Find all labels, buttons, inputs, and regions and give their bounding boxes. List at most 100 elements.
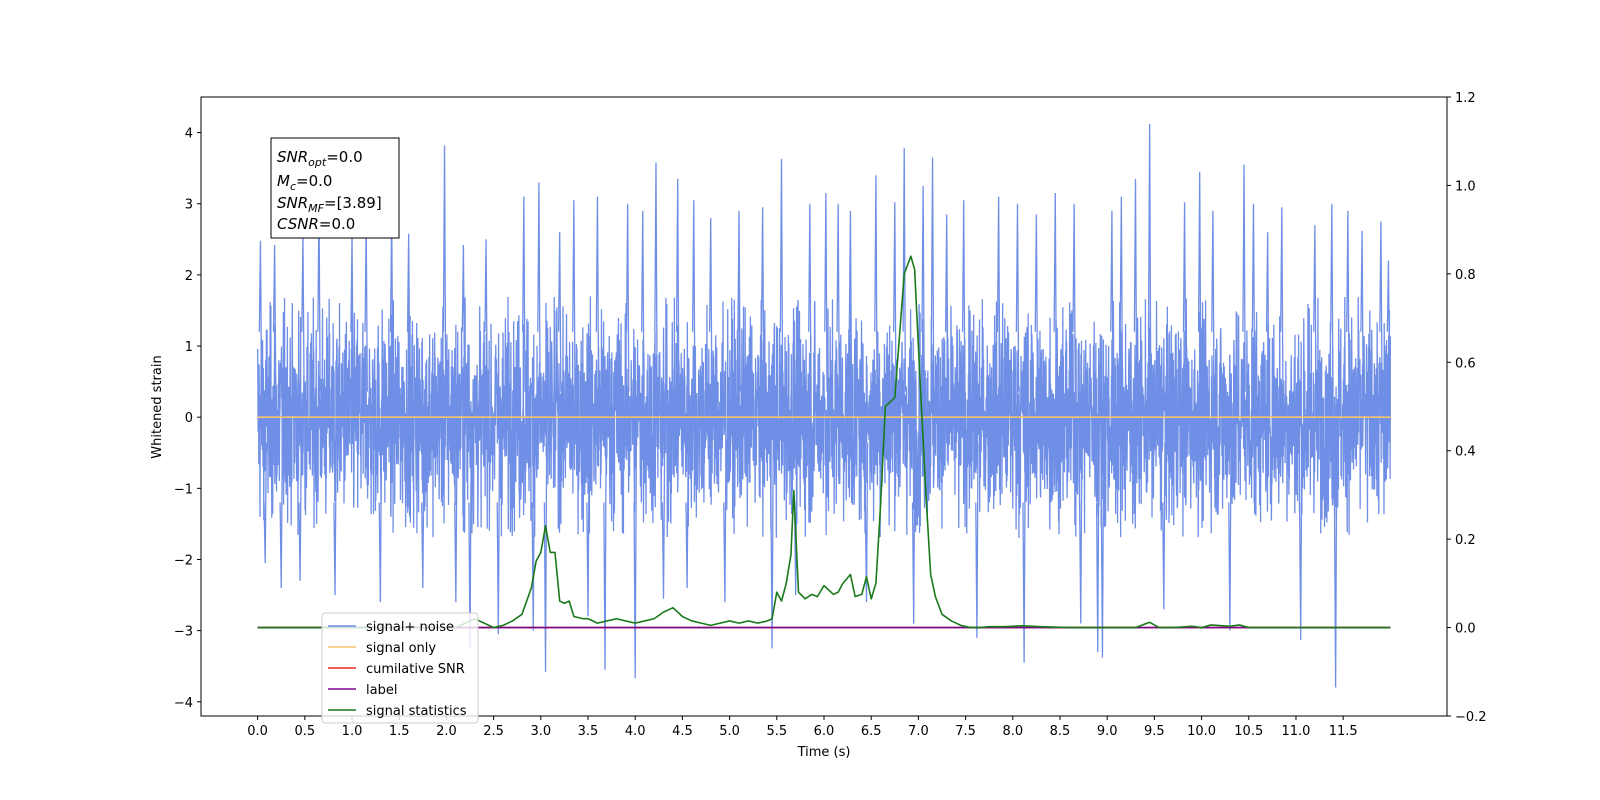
noise-spike-43	[793, 442, 798, 596]
noise-spike-57	[975, 442, 979, 638]
y-tick-label: −1	[174, 482, 193, 497]
noise-spike-2	[272, 244, 277, 392]
noise-spike-13	[421, 442, 425, 588]
x-tick-label: 4.5	[672, 724, 693, 739]
noise-spike-74	[1211, 210, 1215, 392]
noise-spike-23	[543, 442, 548, 672]
y-tick-label: 2	[185, 269, 193, 284]
y2-tick-label: 0.0	[1455, 622, 1476, 637]
noise-spike-12	[406, 233, 411, 392]
noise-spike-21	[531, 442, 536, 631]
noise-spike-16	[461, 244, 466, 392]
noise-spike-33	[661, 442, 666, 599]
y2-tick-label: 0.4	[1455, 445, 1476, 460]
y-tick-label: −2	[174, 553, 193, 568]
noise-spike-83	[1333, 442, 1338, 688]
noise-spike-10	[378, 442, 383, 603]
series-signal-statistics	[257, 255, 1391, 629]
noise-spike-0	[258, 240, 263, 392]
noise-spike-56	[961, 200, 966, 392]
noise-spike-29	[625, 203, 630, 392]
noise-spike-22	[537, 182, 541, 392]
legend-frame	[321, 612, 479, 724]
x-tick-label: 2.5	[483, 724, 504, 739]
noise-spike-34	[675, 178, 680, 392]
x-tick-label: 0.5	[294, 724, 315, 739]
annotation-snr-mf: SNRMF=[3.89]	[277, 194, 382, 215]
noise-spike-36	[691, 200, 696, 392]
noise-spike-14	[442, 145, 447, 392]
y-tick-label: 4	[185, 127, 193, 142]
noise-spike-82	[1330, 203, 1334, 392]
noise-spike-27	[595, 196, 600, 392]
y-axis-label: Whitened strain	[150, 355, 165, 458]
noise-spike-48	[864, 442, 869, 603]
noise-spike-45	[824, 193, 828, 392]
annotation-csnr: CSNR=0.0	[277, 215, 355, 233]
noise-spike-26	[586, 442, 590, 617]
noise-spike-70	[1147, 124, 1152, 392]
noise-spike-61	[1034, 214, 1039, 392]
x-tick-label: 8.0	[1002, 724, 1023, 739]
noise-spike-69	[1133, 178, 1138, 392]
noise-spike-24	[557, 232, 562, 392]
y2-tick-label: −0.2	[1455, 710, 1487, 725]
y-tick-label: 3	[185, 198, 193, 213]
noise-spike-78	[1265, 232, 1270, 392]
x-tick-label: 6.0	[814, 724, 835, 739]
noise-spike-62	[1053, 193, 1058, 392]
x-tick-label: 7.0	[908, 724, 929, 739]
legend-label-signal-only: signal only	[366, 641, 436, 656]
noise-spike-4	[298, 442, 302, 581]
noise-spike-20	[522, 196, 526, 392]
noise-spike-64	[1078, 442, 1083, 624]
noise-spike-54	[930, 157, 935, 392]
noise-spike-15	[454, 442, 458, 603]
y2-tick-label: 1.2	[1455, 91, 1476, 106]
noise-spike-30	[633, 442, 637, 679]
annotation-frame	[270, 137, 400, 239]
noise-spike-79	[1280, 207, 1284, 392]
noise-spike-53	[921, 185, 925, 392]
legend-label-label: label	[366, 683, 397, 698]
noise-spike-32	[654, 162, 658, 392]
legend-label-signal-noise: signal+ noise	[366, 620, 454, 635]
x-tick-label: 7.5	[955, 724, 976, 739]
noise-spike-87	[1386, 260, 1391, 392]
x-tick-label: 10.5	[1234, 724, 1263, 739]
x-tick-label: 11.5	[1329, 724, 1358, 739]
legend-label-signal-statistics: signal statistics	[366, 704, 467, 719]
noise-spike-41	[770, 442, 774, 649]
x-tick-label: 3.5	[578, 724, 599, 739]
y2-tick-label: 0.8	[1455, 268, 1476, 283]
x-tick-label: 0.0	[247, 724, 268, 739]
noise-spike-81	[1313, 225, 1317, 392]
annotation-box: SNRopt=0.0 Mc=0.0 SNRMF=[3.89] CSNR=0.0	[270, 137, 400, 239]
noise-spike-63	[1072, 203, 1076, 392]
noise-spike-1	[263, 442, 267, 564]
noise-spike-19	[496, 442, 501, 635]
noise-spike-85	[1360, 230, 1364, 392]
x-tick-label: 5.5	[766, 724, 787, 739]
noise-spike-18	[484, 239, 488, 392]
y-axis-left: 4 3 2 1 0 −1 −2 −3 −4	[174, 127, 201, 711]
y2-tick-label: 0.6	[1455, 356, 1476, 371]
x-tick-label: 4.0	[625, 724, 646, 739]
x-tick-label: 3.0	[530, 724, 551, 739]
noise-spike-46	[836, 203, 840, 392]
noise-spike-42	[779, 158, 784, 392]
noise-spike-77	[1251, 203, 1256, 392]
x-tick-label: 5.0	[719, 724, 740, 739]
x-tick-label: 6.5	[861, 724, 882, 739]
y2-tick-label: 0.2	[1455, 533, 1476, 548]
noise-spike-58	[996, 196, 1001, 392]
y-tick-label: −3	[174, 625, 193, 640]
x-tick-label: 9.5	[1144, 724, 1165, 739]
x-tick-label: 10.0	[1187, 724, 1216, 739]
noise-spike-25	[572, 200, 576, 392]
x-tick-label: 8.5	[1050, 724, 1071, 739]
x-axis-label: Time (s)	[797, 745, 851, 760]
noise-spike-80	[1298, 442, 1303, 640]
x-tick-label: 9.0	[1097, 724, 1118, 739]
